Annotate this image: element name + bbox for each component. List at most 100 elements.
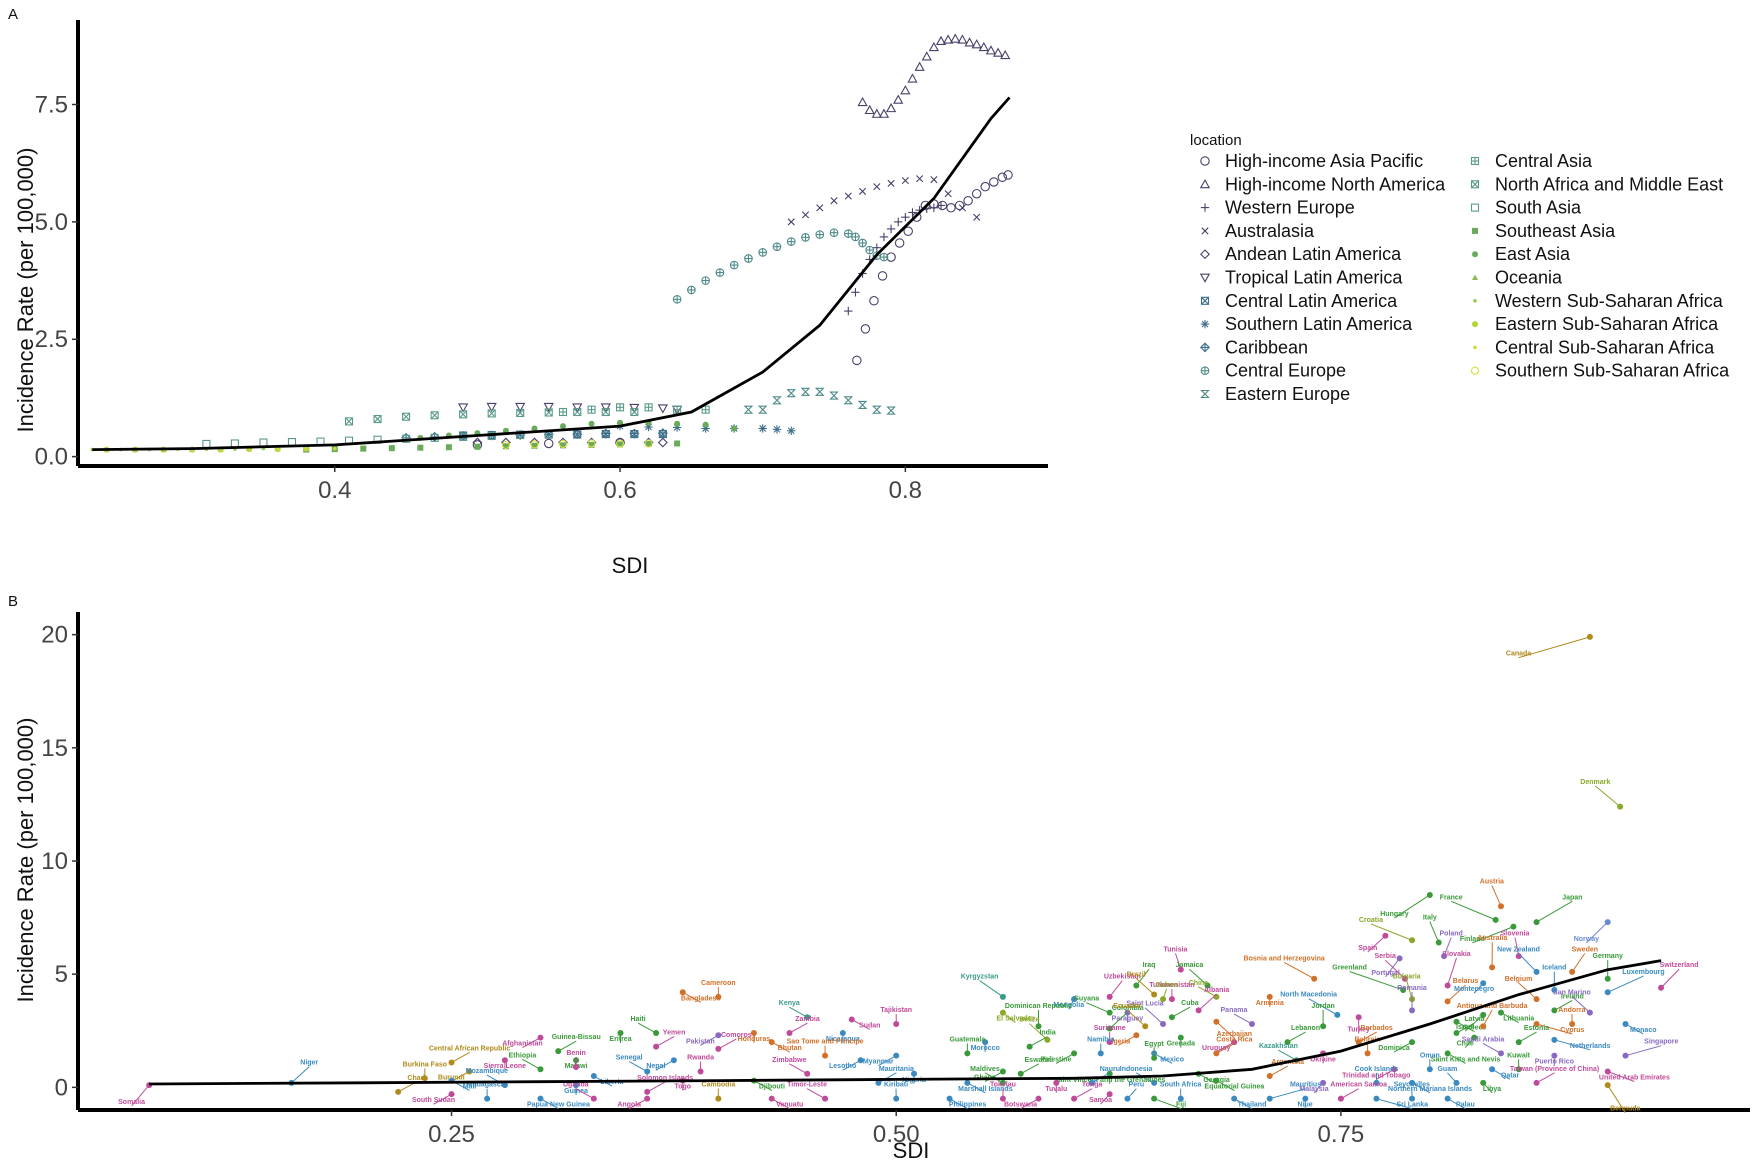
leader-line — [628, 1098, 648, 1110]
country-point: Saint Kitts and Nevis — [1431, 1050, 1501, 1064]
country-point: Kiribati — [884, 1082, 908, 1102]
country-point: North Macedonia — [1280, 992, 1341, 1018]
country-label: Uruguay — [1202, 1045, 1231, 1052]
point-marker — [1409, 1039, 1416, 1046]
country-point: Puerto Rico — [1535, 1052, 1574, 1066]
point-marker — [1453, 1079, 1460, 1086]
country-label: Benin — [566, 1050, 585, 1057]
country-label: New Zealand — [1497, 946, 1540, 953]
panel-a-axes: 0.4 0.6 0.8 0.0 2.5 5.0 7.5 — [35, 20, 1048, 504]
data-point — [629, 428, 640, 439]
point-marker — [1071, 996, 1078, 1003]
country-point: Jordan — [1311, 1003, 1335, 1030]
country-label: Indonesia — [1120, 1066, 1153, 1073]
data-point — [1003, 170, 1013, 180]
data-point — [829, 391, 839, 400]
data-point — [830, 197, 838, 205]
point-marker — [1355, 1014, 1362, 1021]
panel-a-legend: location High-income Asia Pacific High-in… — [1190, 132, 1730, 404]
country-label: Spain — [1358, 945, 1377, 952]
leader-line — [1447, 984, 1466, 1002]
point-marker — [1195, 1007, 1202, 1014]
country-point: Finland — [1460, 923, 1517, 944]
point-marker — [1569, 1020, 1576, 1027]
data-point — [929, 203, 939, 212]
country-point: Morocco — [971, 1039, 1000, 1053]
country-point: Ethiopia — [509, 1052, 544, 1073]
country-point: Haiti — [630, 1016, 660, 1037]
data-point — [944, 190, 952, 198]
point-marker — [1364, 1050, 1371, 1057]
point-marker — [1035, 1023, 1042, 1030]
data-point — [417, 444, 424, 451]
data-point — [516, 408, 525, 417]
country-point: Colombia — [1106, 1005, 1144, 1032]
country-label: Togo — [674, 1084, 691, 1091]
data-point — [617, 419, 624, 426]
legend-key — [1472, 274, 1478, 280]
point-marker — [1124, 1095, 1131, 1102]
data-point — [971, 188, 982, 199]
point-marker — [1444, 998, 1451, 1005]
data-point — [914, 61, 925, 71]
country-point: Azerbaijan — [1213, 1018, 1252, 1039]
country-point: Senegal — [616, 1055, 651, 1075]
panel-a-marks — [90, 33, 1013, 453]
data-point — [445, 444, 452, 451]
point-marker — [839, 1030, 846, 1037]
country-point: Greenland — [1332, 965, 1407, 994]
data-point — [787, 218, 795, 226]
data-point — [786, 389, 797, 398]
point-marker — [537, 1095, 544, 1102]
country-point: Suriname — [1094, 1025, 1126, 1046]
data-point — [430, 411, 439, 420]
point-marker — [822, 1052, 829, 1059]
country-label: Sweden — [1572, 946, 1598, 953]
leader-line — [1118, 1034, 1137, 1046]
data-point — [829, 228, 839, 238]
data-point — [657, 428, 668, 439]
leader-line — [878, 1072, 897, 1084]
country-label: Tunisia — [1163, 946, 1187, 953]
point-marker — [1396, 955, 1403, 962]
country-label: Mauritania — [879, 1066, 914, 1073]
leader-line — [967, 1082, 986, 1094]
leader-line — [1450, 900, 1496, 921]
country-label: Northern Mariana Islands — [1388, 1086, 1472, 1093]
data-point — [230, 439, 239, 448]
country-label: Yemen — [663, 1030, 686, 1037]
country-point: Zambia — [786, 1016, 820, 1037]
point-marker — [1106, 1009, 1113, 1016]
country-label: Albania — [1204, 987, 1229, 994]
leader-line — [1394, 894, 1431, 919]
leader-line — [789, 1006, 808, 1018]
leader-line — [1233, 1013, 1253, 1025]
country-point: Sierra Leone — [484, 1057, 526, 1071]
panel-a-label: A — [8, 6, 18, 23]
legend-label: Southern Sub-Saharan Africa — [1495, 361, 1730, 381]
country-label: Qatar — [1501, 1072, 1520, 1079]
country-point: Northern Mariana Islands — [1388, 1079, 1472, 1094]
leader-line — [1536, 900, 1573, 923]
panel-b-axes: 0.25 0.50 0.75 0 5 10 15 20 — [41, 612, 1750, 1148]
country-label: Lebanon — [1291, 1025, 1320, 1032]
country-point: Chile — [1457, 1034, 1478, 1048]
data-point — [672, 294, 682, 304]
point-marker — [1320, 1079, 1327, 1086]
data-point — [502, 443, 509, 450]
data-point — [772, 242, 782, 252]
point-marker — [1213, 1018, 1220, 1025]
country-point: Namibia — [1087, 1036, 1114, 1057]
point-marker — [1266, 1073, 1273, 1080]
country-label: Portugal — [1371, 970, 1399, 977]
legend-label: Central Europe — [1225, 361, 1346, 381]
leader-line — [1216, 1021, 1235, 1039]
country-label: Paraguay — [1112, 1016, 1144, 1023]
data-point — [844, 306, 853, 316]
data-point — [885, 102, 897, 113]
legend-label: Andean Latin America — [1225, 244, 1402, 264]
data-point — [997, 172, 1008, 183]
country-point: Sudan — [848, 1016, 880, 1030]
data-point — [616, 403, 625, 412]
legend-key — [1200, 366, 1210, 376]
